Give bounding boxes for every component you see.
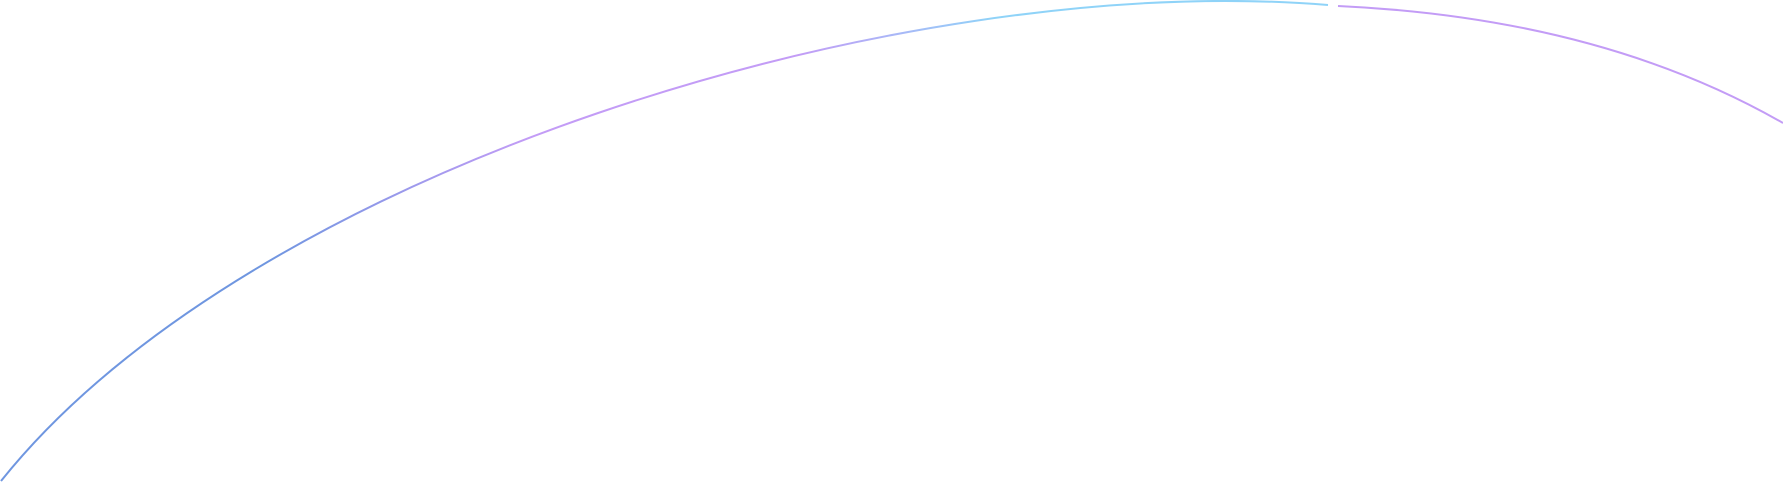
sweeping-curve-left xyxy=(0,0,1329,482)
sweeping-curve-right xyxy=(1337,5,1783,124)
